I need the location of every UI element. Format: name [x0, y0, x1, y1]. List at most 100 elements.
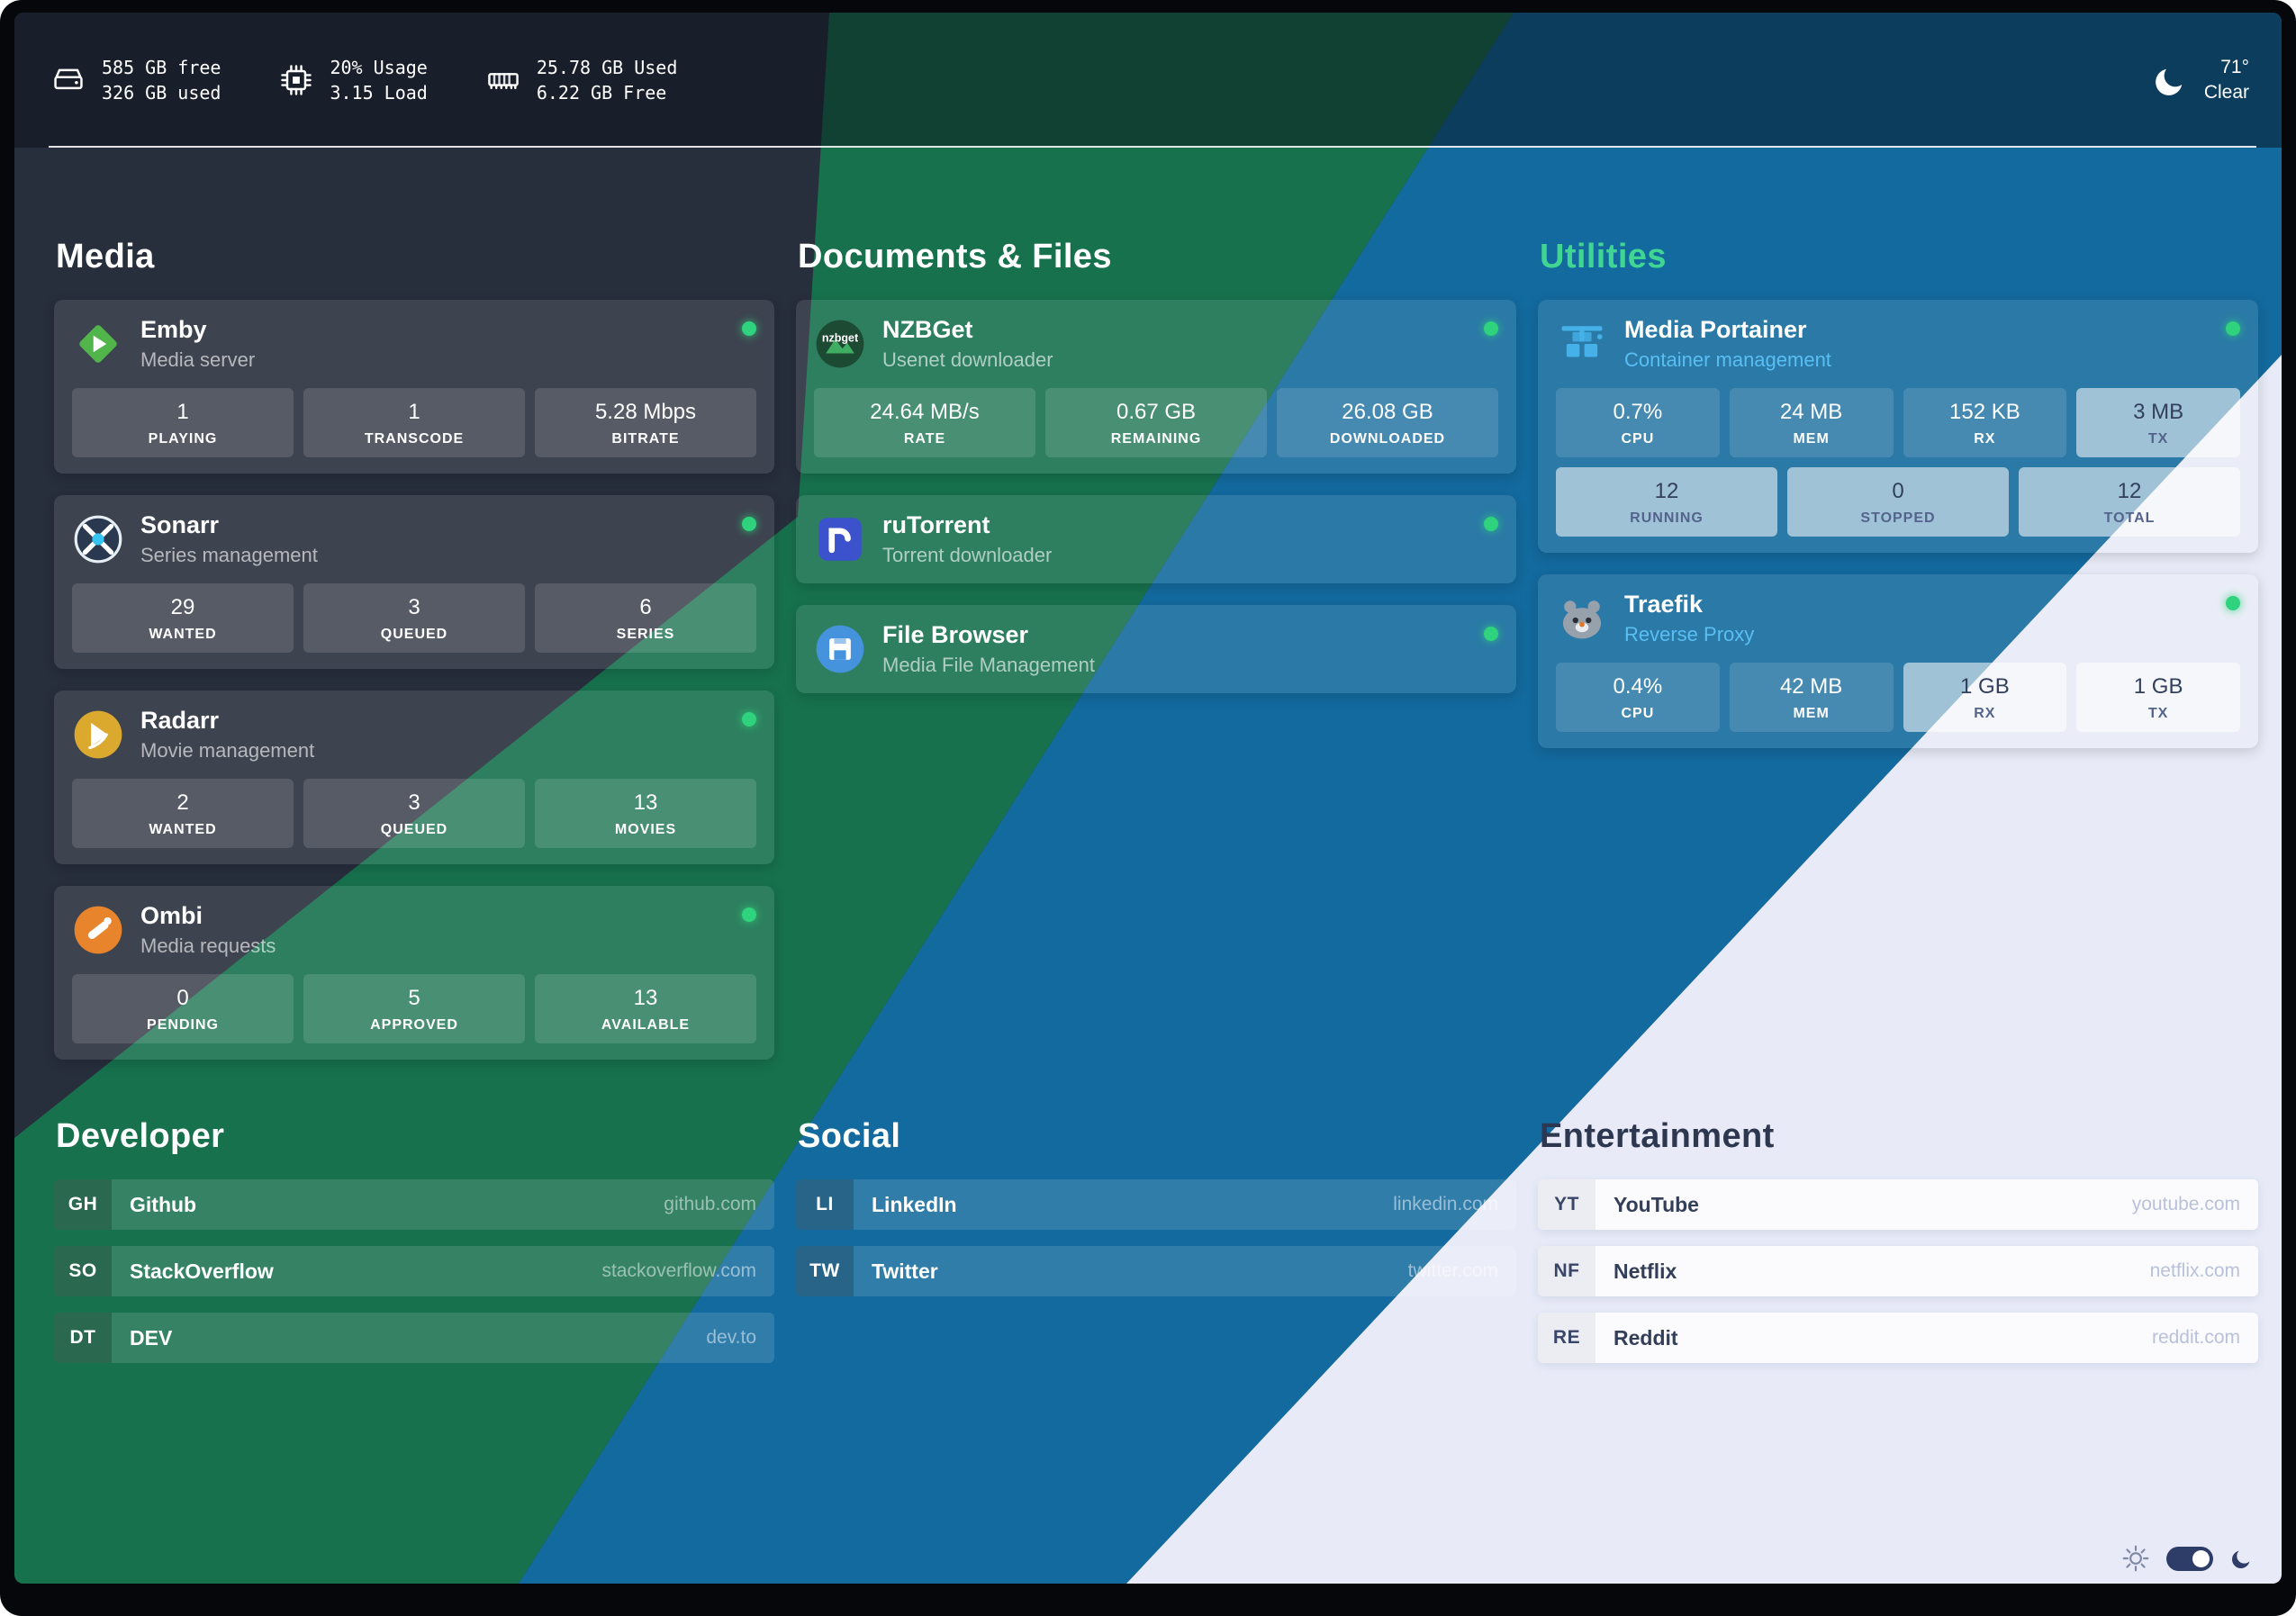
weather-widget: 71° Clear: [2151, 55, 2249, 105]
link-url: dev.to: [706, 1327, 756, 1349]
link-name: Reddit: [1614, 1325, 1678, 1350]
stat-box: 24 MB MEM: [1729, 388, 1894, 458]
link-url: reddit.com: [2151, 1327, 2240, 1349]
stat-box: 29 WANTED: [72, 583, 294, 654]
stat-box: 5 APPROVED: [303, 974, 525, 1044]
theme-toggle-switch[interactable]: [2166, 1546, 2213, 1571]
status-online-dot: [742, 907, 756, 923]
stat-box: 3 MB TX: [2076, 388, 2240, 458]
service-card-ombi[interactable]: Ombi Media requests 0 PENDING 5 APPROVED 1…: [54, 886, 774, 1061]
memory-usage-widget: 25.78 GB Used 6.22 GB Free: [485, 55, 678, 105]
ombi-logo-icon: [72, 904, 124, 956]
link-url: github.com: [664, 1194, 756, 1215]
link-row-dev[interactable]: DT DEV dev.to: [54, 1313, 774, 1364]
stat-box: 0.7% CPU: [1556, 388, 1720, 458]
linkedin-tag: LI: [796, 1179, 854, 1231]
cpu-usage-widget: 20% Usage 3.15 Load: [278, 55, 428, 105]
stat-box: 13 AVAILABLE: [535, 974, 756, 1044]
link-url: youtube.com: [2131, 1194, 2240, 1215]
stackoverflow-tag: SO: [54, 1246, 112, 1297]
service-subtitle: Movie management: [140, 739, 315, 763]
memory-used: 25.78 GB Used: [536, 57, 678, 78]
service-name: File Browser: [882, 621, 1029, 649]
filebrowser-logo-icon: [814, 623, 866, 675]
reddit-tag: RE: [1538, 1313, 1595, 1364]
dark-theme-moon-icon[interactable]: [2229, 1546, 2255, 1571]
stat-box: 0.4% CPU: [1556, 663, 1720, 733]
nzbget-logo-icon: nzbget: [814, 318, 866, 370]
github-tag: GH: [54, 1179, 112, 1231]
link-url: twitter.com: [1407, 1260, 1498, 1282]
service-card-emby[interactable]: Emby Media server 1 PLAYING 1 TRANSCODE 5.…: [54, 300, 774, 474]
stat-box: 1 PLAYING: [72, 388, 294, 458]
service-subtitle: Series management: [140, 544, 318, 567]
traefik-logo-icon: [1556, 592, 1608, 645]
weather-text: 71° Clear: [2204, 55, 2249, 105]
section-developer: Developer GH Github github.com SO StackO…: [54, 1117, 774, 1379]
cpu-usage: 20% Usage: [330, 57, 428, 78]
status-online-dot: [2226, 321, 2240, 336]
link-name: DEV: [130, 1325, 173, 1350]
service-subtitle: Media requests: [140, 934, 276, 958]
service-card-radarr[interactable]: Radarr Movie management 2 WANTED 3 QUEUED …: [54, 691, 774, 865]
service-name: NZBGet: [882, 316, 973, 343]
section-utilities: Utilities Media Portainer Container mana…: [1538, 238, 2258, 770]
dev-tag: DT: [54, 1313, 112, 1364]
service-subtitle: Torrent downloader: [882, 544, 1053, 567]
service-card-filebrowser[interactable]: File Browser Media File Management: [796, 605, 1516, 694]
disk-used: 326 GB used: [102, 82, 221, 104]
status-online-dot: [2226, 596, 2240, 611]
topbar-divider: [49, 146, 2256, 148]
service-name: Traefik: [1624, 591, 1704, 618]
radarr-logo-icon: [72, 709, 124, 761]
service-card-traefik[interactable]: Traefik Reverse Proxy 0.4% CPU 42 MB MEM 1…: [1538, 574, 2258, 749]
link-row-linkedin[interactable]: LI LinkedIn linkedin.com: [796, 1179, 1516, 1231]
link-row-stackoverflow[interactable]: SO StackOverflow stackoverflow.com: [54, 1246, 774, 1297]
service-card-rutorrent[interactable]: ruTorrent Torrent downloader: [796, 495, 1516, 584]
status-online-dot: [1484, 517, 1498, 532]
service-name: ruTorrent: [882, 511, 990, 539]
service-name: Emby: [140, 316, 207, 343]
service-card-sonarr[interactable]: Sonarr Series management 29 WANTED 3 QUEUE…: [54, 495, 774, 670]
link-name: LinkedIn: [872, 1192, 957, 1216]
stat-box: 24.64 MB/s RATE: [814, 388, 1035, 458]
service-name: Media Portainer: [1624, 316, 1807, 343]
stat-box: 0.67 GB REMAINING: [1045, 388, 1267, 458]
status-online-dot: [742, 517, 756, 532]
section-title-utilities: Utilities: [1540, 238, 1667, 275]
system-status-bar: 585 GB free 326 GB used 20% Usage 3.15 L…: [14, 13, 2282, 148]
section-title-entertainment: Entertainment: [1540, 1117, 1775, 1156]
status-online-dot: [742, 321, 756, 336]
section-title-developer: Developer: [56, 1117, 225, 1156]
disk-free: 585 GB free: [102, 57, 221, 78]
link-name: Twitter: [872, 1259, 938, 1283]
link-name: Github: [130, 1192, 197, 1216]
stat-box: 0 PENDING: [72, 974, 294, 1044]
stat-box: 0 STOPPED: [1787, 467, 2009, 537]
dashboard-main: Media Emby Media server 1 PLAYING: [14, 148, 2282, 1584]
link-name: StackOverflow: [130, 1259, 274, 1283]
disk-icon: [50, 62, 86, 98]
stat-box: 1 GB RX: [1903, 663, 2067, 733]
stat-box: 3 QUEUED: [303, 779, 525, 849]
cpu-load: 3.15 Load: [330, 82, 428, 104]
service-card-nzbget[interactable]: nzbget NZBGet Usenet downloader 24.64 MB…: [796, 300, 1516, 474]
service-subtitle: Usenet downloader: [882, 348, 1053, 372]
link-row-netflix[interactable]: NF Netflix netflix.com: [1538, 1246, 2258, 1297]
stat-box: 26.08 GB DOWNLOADED: [1277, 388, 1498, 458]
link-row-twitter[interactable]: TW Twitter twitter.com: [796, 1246, 1516, 1297]
link-name: Netflix: [1614, 1259, 1677, 1283]
link-name: YouTube: [1614, 1192, 1699, 1216]
twitter-tag: TW: [796, 1246, 854, 1297]
link-row-github[interactable]: GH Github github.com: [54, 1179, 774, 1231]
link-row-reddit[interactable]: RE Reddit reddit.com: [1538, 1313, 2258, 1364]
status-online-dot: [742, 712, 756, 727]
rutorrent-logo-icon: [814, 513, 866, 565]
link-row-youtube[interactable]: YT YouTube youtube.com: [1538, 1179, 2258, 1231]
disk-usage-widget: 585 GB free 326 GB used: [50, 55, 221, 105]
service-subtitle: Reverse Proxy: [1624, 623, 1755, 646]
theme-controls: [2121, 1544, 2255, 1573]
light-theme-sun-icon[interactable]: [2121, 1544, 2150, 1573]
stat-box: 13 MOVIES: [535, 779, 756, 849]
service-card-portainer[interactable]: Media Portainer Container management 0.7…: [1538, 300, 2258, 554]
